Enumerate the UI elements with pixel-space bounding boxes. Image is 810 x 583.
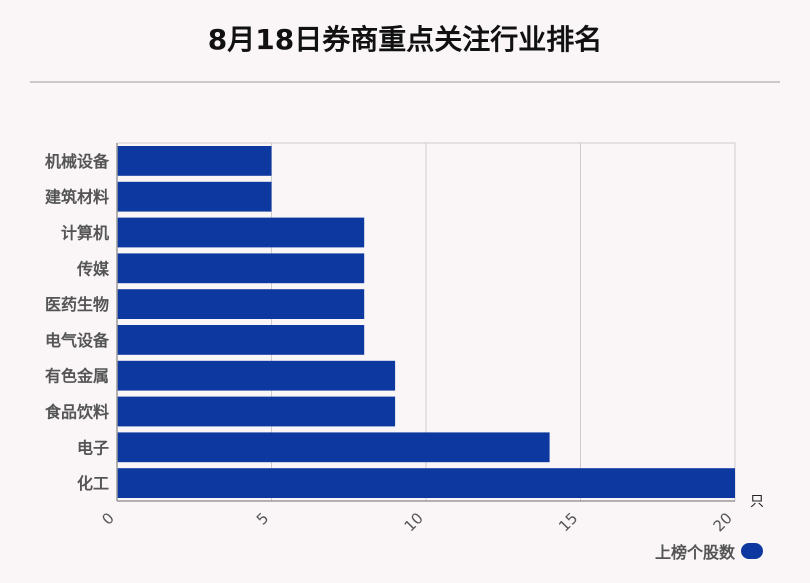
category-label: 传媒 [76,259,110,278]
chart-title: 8月18日券商重点关注行业排名 [207,23,603,56]
x-unit-label: 只 [750,494,764,510]
bar [117,360,396,391]
x-tick-label: 0 [98,509,117,528]
x-tick-label: 20 [710,509,736,535]
bar [117,396,396,427]
category-label: 计算机 [61,224,109,243]
bars [117,146,735,498]
category-label: 食品饮料 [44,403,109,422]
category-label: 建筑材料 [45,188,109,207]
bar [117,289,365,319]
x-tick-label: 15 [555,509,581,535]
x-tick-label: 5 [253,509,272,528]
bar [117,253,365,284]
legend-swatch [741,543,764,559]
bar [117,432,550,463]
category-label: 电气设备 [45,331,110,350]
bar [117,181,272,212]
category-label: 医药生物 [45,295,109,314]
legend[interactable]: 上榜个股数 [655,540,764,562]
x-tick-label: 10 [401,509,427,535]
bar [117,217,365,248]
category-label: 化工 [77,474,109,493]
legend-label: 上榜个股数 [655,543,736,562]
category-label: 机械设备 [45,152,110,171]
bar [117,146,272,176]
category-label: 电子 [77,438,109,457]
bar [117,468,735,498]
bar [117,325,365,355]
category-label: 有色金属 [45,367,109,386]
axes [116,143,735,502]
title-divider [30,81,780,83]
